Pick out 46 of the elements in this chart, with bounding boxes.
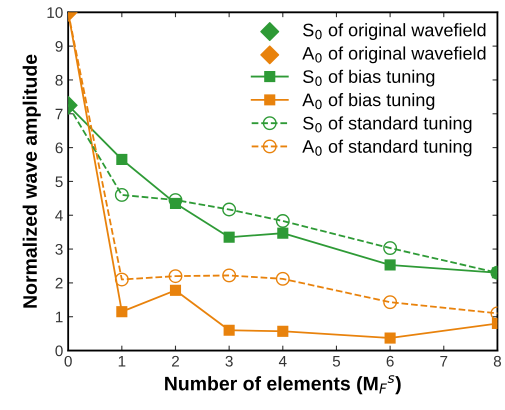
point [222, 268, 236, 282]
x-tick-label: 0 [64, 356, 72, 367]
x-tick-label: 2 [172, 356, 179, 366]
x-tick-label: 8 [494, 356, 502, 367]
point [276, 272, 290, 286]
y-tick-label: 6 [56, 142, 63, 154]
point [277, 228, 288, 239]
point [168, 269, 182, 284]
x-tick-label: 1 [118, 356, 126, 366]
legend-label: A$_{0}$ of standard tuning [302, 140, 472, 156]
point [383, 295, 398, 310]
x-tick-label: 7 [440, 356, 448, 366]
point [222, 202, 236, 216]
point [116, 306, 128, 318]
y-tick-label: 0 [55, 345, 63, 356]
y-tick-label: 5 [55, 176, 63, 188]
y-axis-title: Normalized wave amplitude [22, 54, 41, 308]
y-tick-label: 4 [55, 210, 63, 221]
point [224, 232, 235, 243]
y-tick-label: 7 [56, 108, 63, 120]
legend-label: A$_{0}$ of bias tuning [302, 93, 434, 110]
point [114, 188, 129, 202]
x-tick-label: 3 [225, 356, 233, 367]
legend-label: S$_{0}$ of original wavefield [303, 23, 486, 40]
y-tick-label: 10 [47, 7, 63, 18]
point [114, 272, 129, 286]
y-tick-label: 9 [56, 40, 63, 52]
point [224, 324, 235, 336]
legend-label: S$_{0}$ of bias tuning [303, 70, 434, 87]
y-tick-label: 2 [56, 278, 63, 288]
point [383, 241, 398, 256]
legend-label: A$_{0}$ of original wavefield [302, 46, 486, 64]
point [277, 326, 288, 337]
y-tick-label: 1 [56, 312, 63, 322]
point [384, 259, 396, 271]
point [170, 284, 182, 296]
x-tick-label: 5 [332, 356, 340, 367]
point [384, 332, 396, 344]
point [116, 154, 128, 165]
y-tick-label: 8 [55, 74, 63, 86]
x-tick-label: 6 [386, 356, 394, 367]
y-tick-label: 3 [55, 244, 63, 255]
legend-label: S$_{0}$ of standard tuning [303, 116, 472, 134]
x-tick-label: 4 [278, 356, 287, 366]
x-axis-title: Number of elements (M$_{F}$$^{s}$) [165, 375, 401, 394]
point [276, 214, 290, 228]
